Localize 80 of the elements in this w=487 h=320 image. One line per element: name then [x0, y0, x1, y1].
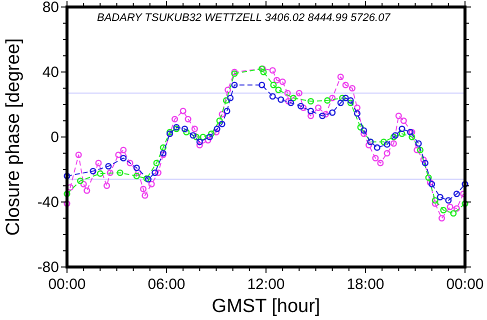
point — [190, 132, 196, 139]
point — [416, 146, 424, 154]
y-tick-label: -80 — [37, 259, 59, 276]
point — [76, 178, 84, 184]
point — [258, 82, 266, 88]
point — [425, 174, 432, 181]
point — [193, 134, 200, 140]
point — [324, 97, 331, 104]
point — [462, 180, 468, 188]
point — [337, 100, 344, 106]
x-tick-label: 18:00 — [346, 276, 384, 293]
point — [440, 206, 447, 214]
point — [183, 128, 190, 136]
point — [218, 120, 226, 128]
point — [227, 94, 234, 102]
point — [380, 138, 388, 146]
x-tick-label: 12:00 — [247, 276, 285, 293]
point — [152, 169, 158, 176]
point — [347, 97, 354, 104]
point — [231, 82, 238, 88]
y-axis-title: Closure phase [degree] — [3, 38, 24, 236]
point — [275, 86, 282, 94]
point — [105, 162, 112, 170]
point — [436, 194, 444, 200]
point — [133, 172, 140, 180]
point — [398, 126, 406, 132]
point — [206, 134, 213, 140]
point — [260, 68, 267, 76]
point — [160, 144, 166, 151]
point — [298, 102, 304, 110]
point — [153, 160, 160, 166]
point — [450, 210, 457, 217]
point — [338, 94, 346, 102]
point — [196, 138, 203, 146]
chart-title: BADARY TSUKUB32 WETTZELL 3406.02 8444.99 5726.07 — [97, 12, 392, 24]
point — [307, 98, 314, 105]
point — [432, 197, 438, 204]
x-axis-title: GMST [hour] — [212, 296, 320, 317]
point — [453, 190, 460, 198]
y-tick-label: 80 — [42, 0, 59, 16]
x-tick-label: 00:00 — [446, 276, 484, 293]
y-tick-label: 0 — [50, 129, 59, 146]
point — [269, 93, 276, 100]
point — [270, 82, 277, 88]
point — [96, 170, 104, 177]
point — [357, 124, 364, 131]
point — [329, 109, 336, 116]
point — [415, 140, 422, 147]
point — [398, 130, 406, 138]
point — [422, 160, 428, 166]
point — [214, 126, 220, 132]
point — [288, 100, 294, 106]
point — [408, 134, 416, 140]
point — [307, 108, 314, 114]
point — [200, 134, 206, 140]
point — [120, 154, 127, 162]
point — [290, 94, 297, 102]
point — [208, 130, 215, 138]
point — [216, 117, 223, 124]
x-tick-label: 06:00 — [148, 276, 186, 293]
point — [224, 108, 230, 114]
point — [360, 127, 368, 134]
point — [64, 172, 70, 180]
point — [319, 112, 326, 120]
point — [222, 97, 230, 104]
point — [354, 110, 361, 117]
point — [133, 164, 140, 172]
point — [374, 144, 380, 151]
x-tick-label: 00:00 — [48, 276, 86, 293]
point — [64, 190, 70, 198]
point — [347, 100, 354, 106]
y-tick-label: 40 — [42, 64, 59, 81]
y-tick-label: -40 — [37, 194, 59, 211]
point — [278, 96, 284, 103]
point — [342, 94, 349, 102]
point — [116, 169, 124, 176]
point — [90, 168, 96, 174]
point — [181, 126, 188, 132]
point — [384, 141, 390, 148]
point — [445, 197, 452, 204]
